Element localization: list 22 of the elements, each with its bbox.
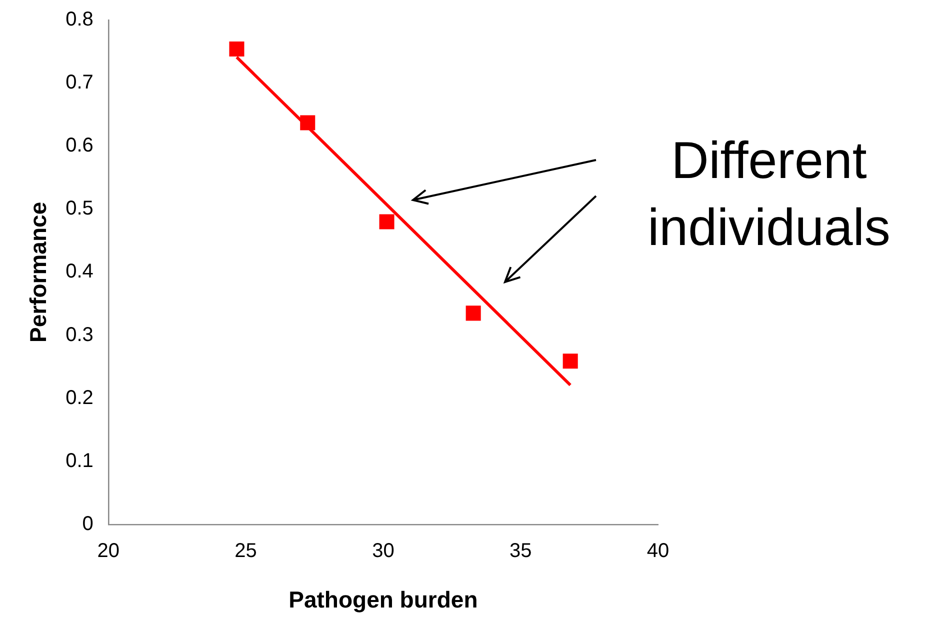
y-tick-label: 0.1 xyxy=(66,450,94,472)
point xyxy=(229,41,244,57)
x-tick-label: 35 xyxy=(509,540,532,562)
y-tick-label: 0 xyxy=(82,512,94,535)
point xyxy=(300,115,316,130)
x-tick-label: 30 xyxy=(372,540,394,562)
x-tick-label: 40 xyxy=(646,540,670,562)
x-tick-label: 25 xyxy=(234,540,257,562)
y-tick-label: 0.7 xyxy=(66,72,94,94)
y-tick-label: 0.4 xyxy=(66,260,94,283)
y-tick-label: 0.5 xyxy=(66,198,94,220)
y-tick-label: 0.3 xyxy=(66,324,94,346)
y-tick-label: 0.8 xyxy=(66,8,94,31)
x-axis-title: Pathogen burden xyxy=(288,586,478,613)
y-axis-title: Performance xyxy=(25,202,52,343)
point xyxy=(466,306,481,321)
annotation: Different individuals xyxy=(646,131,892,259)
y-tick-label: 0.2 xyxy=(66,386,94,409)
point xyxy=(562,354,578,369)
y-tick-label: 0.6 xyxy=(66,134,94,157)
x-tick-label: 20 xyxy=(97,540,120,562)
point xyxy=(379,214,394,230)
